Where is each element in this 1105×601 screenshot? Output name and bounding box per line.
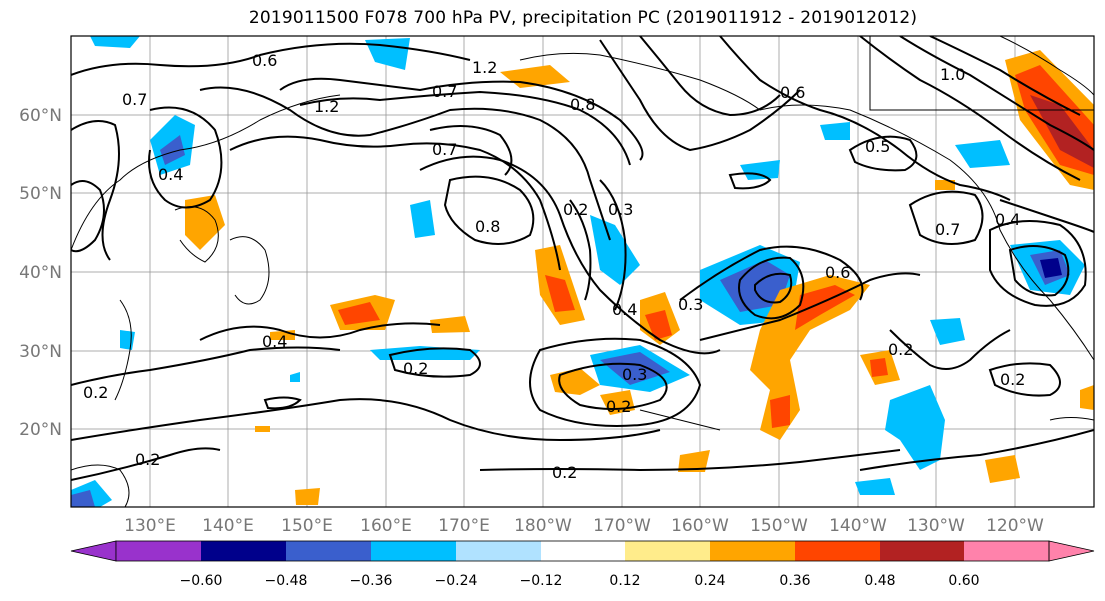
lon-label: 130°W [907,516,965,536]
pv-contours [71,36,1094,481]
colorbar-segment [710,541,795,561]
lat-label: 60°N [19,106,62,126]
colorbar-extension-high [1048,540,1095,562]
colorbar-tick-label: −0.24 [435,573,478,589]
contour-label: 0.8 [570,95,595,114]
colorbar-extension-low [70,540,117,562]
lon-label: 180°W [514,516,572,536]
contour-label: 0.5 [865,137,890,156]
contour-label: 0.2 [403,359,428,378]
lon-label: 120°W [986,516,1044,536]
colorbar-segment [541,541,625,561]
colorbar-tick-label: 0.24 [694,573,725,589]
contour-label: 0.3 [678,295,703,314]
contour-label: 0.7 [432,140,457,159]
colorbar-tick-label: 0.48 [864,573,895,589]
contour-label: 0.7 [935,220,960,239]
lon-label: 160°W [671,516,729,536]
lat-label: 20°N [19,420,62,440]
lon-label: 140°E [202,516,254,536]
colorbar-tick-labels: −0.60 −0.48 −0.36 −0.24 −0.12 0.12 0.24 … [180,573,980,589]
colorbar-tick-label: −0.48 [265,573,308,589]
contour-label: 1.2 [472,58,497,77]
colorbar-segment [116,541,201,561]
colorbar-segment [795,541,880,561]
lat-label: 30°N [19,342,62,362]
map-frame [70,35,1095,508]
lon-label: 150°W [750,516,808,536]
contour-label: 0.6 [780,83,805,102]
longitude-labels: 130°E 140°E 150°E 160°E 170°E 180°W 170°… [124,516,1044,536]
contour-label: 0.3 [622,365,647,384]
contour-label: 0.6 [825,263,850,282]
colorbar-segment [625,541,710,561]
lat-label: 50°N [19,184,62,204]
colorbar-segment [371,541,456,561]
contour-label: 0.2 [83,383,108,402]
contour-label: 0.2 [552,463,577,482]
colorbar [70,540,1095,562]
lon-label: 130°E [124,516,176,536]
contour-label: 0.2 [1000,370,1025,389]
contour-label: 1.0 [940,65,965,84]
contour-label: 0.4 [158,165,183,184]
colorbar-tick-label: −0.36 [350,573,393,589]
contour-label: 0.2 [563,200,588,219]
colorbar-tick-label: 0.60 [948,573,979,589]
contour-label: 0.4 [262,332,287,351]
contour-label: 0.7 [432,82,457,101]
colorbar-segment [286,541,371,561]
contour-label: 0.3 [608,200,633,219]
contour-label: 0.2 [888,340,913,359]
contour-label: 0.4 [995,210,1020,229]
colorbar-segment [880,541,964,561]
contour-label: 0.8 [475,217,500,236]
colorbar-segment [201,541,286,561]
lon-label: 150°E [281,516,333,536]
colorbar-tick-label: 0.36 [779,573,810,589]
colorbar-frame [115,540,1050,562]
contour-labels: 0.6 1.2 0.7 1.2 1.0 0.8 0.7 0.8 0.7 0.2 … [83,51,1025,482]
colorbar-segment [964,541,1049,561]
colorbar-segment [456,541,541,561]
contour-label: 0.6 [252,51,277,70]
gridlines [71,36,1094,507]
contour-label: 1.2 [314,97,339,116]
lon-label: 170°E [438,516,490,536]
colorbar-tick-label: −0.12 [520,573,563,589]
colorbar-tick-label: 0.12 [609,573,640,589]
map-title: 2019011500 F078 700 hPa PV, precipitatio… [248,8,918,28]
latitude-labels: 60°N 50°N 40°N 30°N 20°N [19,106,62,440]
lat-label: 40°N [19,263,62,283]
contour-label: 0.2 [135,450,160,469]
lon-label: 160°E [360,516,412,536]
contour-label: 0.7 [122,90,147,109]
lon-label: 140°W [829,516,887,536]
contour-label: 0.2 [606,397,631,416]
colorbar-tick-label: −0.60 [180,573,223,589]
contour-label: 0.4 [612,300,637,319]
lon-label: 170°W [593,516,651,536]
